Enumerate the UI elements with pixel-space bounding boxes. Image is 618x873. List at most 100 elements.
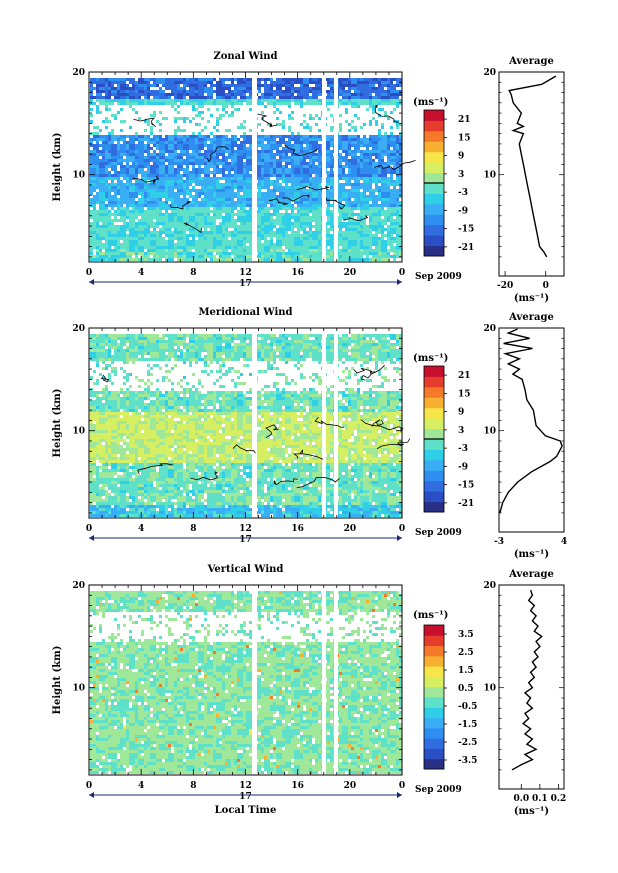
average-profile: Average 10 20 0.0 0.1 0.2(ms⁻¹) <box>483 569 566 817</box>
x-tick-label: 12 <box>239 268 252 278</box>
x-tick-label: 4 <box>138 781 144 791</box>
x-axis: 0 4 8 12 16 20 0 <box>86 328 405 534</box>
x-tick-label: 16 <box>291 268 304 278</box>
profile-x-label: (ms⁻¹) <box>514 293 549 304</box>
colorbar-swatch <box>424 666 444 677</box>
contour-line <box>183 222 202 234</box>
contour-line <box>170 200 192 210</box>
contour-line <box>293 449 324 460</box>
x-tick-label: 0 <box>86 524 92 534</box>
y-axis: 10 20 <box>72 581 402 771</box>
x-tick-label: 0 <box>86 781 92 791</box>
contour-line <box>190 471 219 481</box>
colorbar-swatch <box>424 366 444 377</box>
x-axis: 0 4 8 12 16 20 0 <box>86 585 405 791</box>
date-month-label: Sep 2009 <box>415 528 462 538</box>
colorbar-swatch <box>424 214 444 226</box>
contour-line <box>343 215 369 222</box>
profile-x-label: (ms⁻¹) <box>514 806 549 817</box>
x-tick-label: 0 <box>86 268 92 278</box>
heatmap-field <box>90 73 402 261</box>
colorbar-swatch <box>424 717 444 729</box>
missing-data-column <box>252 73 257 261</box>
profile-x-tick-label: 0 <box>543 281 549 291</box>
colorbar-swatch <box>424 428 444 440</box>
colorbar-swatch <box>424 151 444 163</box>
profile-y-tick-label: 10 <box>483 427 496 437</box>
date-axis-arrow-right <box>397 535 402 541</box>
date-axis-arrow-left <box>89 535 94 541</box>
x-tick-label: 16 <box>291 781 304 791</box>
colorbar: (ms⁻¹) 3.5 2.5 1.5 0.5 -0.5 -1.5 -2.5 -3.5 <box>413 610 477 770</box>
colorbar-swatch <box>424 686 444 698</box>
panel-title: Meridional Wind <box>198 307 292 318</box>
contour-line <box>206 146 229 163</box>
colorbar-tick-label: 3 <box>458 426 464 436</box>
y-tick-label: 10 <box>72 171 85 181</box>
y-tick-label: 10 <box>72 684 85 694</box>
profile-y-tick-label: 10 <box>483 171 496 181</box>
profile-frame <box>498 584 565 790</box>
x-tick-label: 8 <box>190 781 196 791</box>
x-tick-label: 20 <box>344 268 357 278</box>
date-month-label: Sep 2009 <box>415 272 462 282</box>
contour-line <box>273 478 299 485</box>
x-tick-label: 12 <box>239 524 252 534</box>
profile-y-tick-label: 20 <box>483 68 496 78</box>
panel-title: Zonal Wind <box>213 51 277 62</box>
colorbar-tick-label: 0.5 <box>458 684 474 694</box>
colorbar-tick-label: 15 <box>458 133 471 143</box>
missing-data-column <box>334 586 338 774</box>
colorbar-swatch <box>424 418 444 430</box>
x-tick-label: 12 <box>239 781 252 791</box>
y-axis-label: Height (km) <box>52 133 63 202</box>
x-axis: 0 4 8 12 16 20 0 <box>86 72 405 278</box>
profile-line <box>499 328 563 514</box>
colorbar-swatch <box>424 203 444 215</box>
x-tick-label: 4 <box>138 524 144 534</box>
profile-y-tick-label: 20 <box>483 581 496 591</box>
y-tick-label: 20 <box>72 324 85 334</box>
colorbar-swatch <box>424 120 444 132</box>
colorbar-tick-label: -3.5 <box>458 756 477 766</box>
colorbar-tick-label: 9 <box>458 408 464 418</box>
x-tick-label: 0 <box>399 781 405 791</box>
colorbar-tick-label: -3 <box>458 444 468 454</box>
colorbar: (ms⁻¹) 21 15 9 3 -3 -9 -15 -21 <box>413 97 474 257</box>
profile-title: Average <box>508 312 554 323</box>
colorbar-swatch <box>424 141 444 153</box>
contour-line <box>100 374 110 383</box>
date-day-label: 17 <box>239 279 252 289</box>
colorbar: (ms⁻¹) 21 15 9 3 -3 -9 -15 -21 <box>413 353 474 513</box>
date-axis-arrow-left <box>89 279 94 285</box>
profile-y-tick-label: 20 <box>483 324 496 334</box>
colorbar-swatch <box>424 110 444 121</box>
colorbar-unit: (ms⁻¹) <box>413 97 448 108</box>
colorbar-swatch <box>424 727 444 739</box>
date-axis-arrow-right <box>397 792 402 798</box>
x-tick-label: 8 <box>190 268 196 278</box>
colorbar-swatch <box>424 501 444 513</box>
colorbar-swatch <box>424 193 444 205</box>
x-tick-label: 8 <box>190 524 196 534</box>
colorbar-tick-label: -1.5 <box>458 720 477 730</box>
colorbar-swatch <box>424 376 444 388</box>
contour-line <box>376 438 411 450</box>
profile-title: Average <box>508 569 554 580</box>
x-tick-label: 16 <box>291 524 304 534</box>
colorbar-swatch <box>424 645 444 657</box>
y-tick-label: 10 <box>72 427 85 437</box>
contour-line <box>314 416 345 428</box>
contour-line <box>232 444 256 454</box>
date-day-label: 17 <box>239 792 252 802</box>
contour-line <box>326 197 346 210</box>
colorbar-swatch <box>424 386 444 398</box>
date-axis-arrow-right <box>397 279 402 285</box>
missing-data-column <box>322 586 326 774</box>
colorbar-swatch <box>424 748 444 760</box>
contour-line <box>284 144 318 157</box>
profile-x-tick-label: 0.1 <box>532 794 548 804</box>
contour-line <box>137 463 173 475</box>
missing-data-column <box>334 329 338 517</box>
